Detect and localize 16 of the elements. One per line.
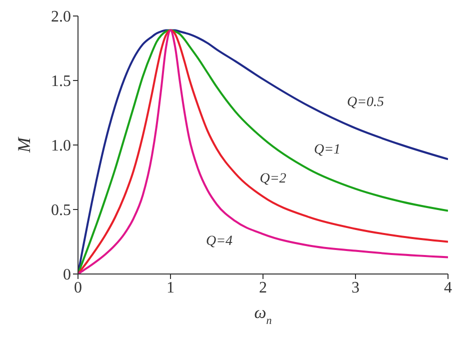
x-tick-label: 3	[352, 279, 360, 296]
x-axis-title: ω$_{n}$	[254, 303, 272, 327]
series-label: Q=1	[314, 142, 341, 158]
y-tick-label: 0	[63, 266, 71, 284]
series-label: Q=4	[206, 234, 233, 250]
y-axis-title: M	[14, 136, 34, 154]
x-tick-label: 4	[444, 279, 452, 296]
series-label: Q=2	[260, 172, 286, 187]
y-tick-label: 1.5	[51, 73, 71, 90]
x-tick-label: 1	[166, 279, 174, 296]
x-tick-label: 0	[74, 279, 82, 296]
series-label: Q=0.5	[346, 95, 384, 110]
y-tick-label: 0.5	[51, 202, 71, 220]
x-tick-label: 2	[259, 279, 267, 296]
y-tick-label: 1.0	[51, 138, 71, 155]
y-tick-label: 2.0	[51, 8, 71, 26]
